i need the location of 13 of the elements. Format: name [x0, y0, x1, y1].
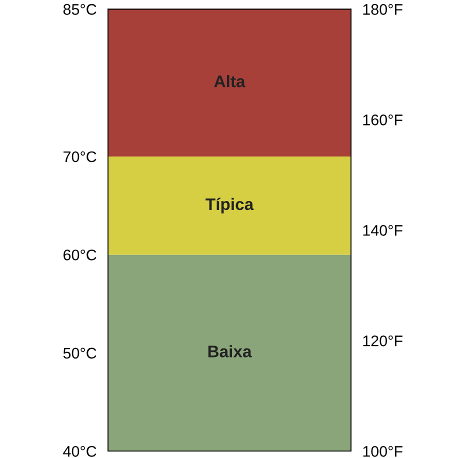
y2-tick-label: 120°F — [363, 336, 402, 346]
y2-tick-label: 160°F — [363, 114, 402, 126]
y-tick-label: 85°C — [63, 4, 96, 15]
y2-tick-label: 100°F — [363, 446, 402, 457]
y-tick-label: 50°C — [63, 348, 96, 359]
band-label: Baixa — [208, 345, 252, 358]
band-label: Alta — [214, 75, 246, 88]
y-tick-label: 60°C — [64, 250, 96, 260]
y-tick-label: 70°C — [64, 151, 96, 162]
y2-tick-label: 180°F — [363, 4, 402, 15]
y2-tick-label: 140°F — [363, 225, 402, 236]
band-label: Típica — [206, 198, 254, 214]
y-tick-label: 40°C — [63, 446, 96, 457]
